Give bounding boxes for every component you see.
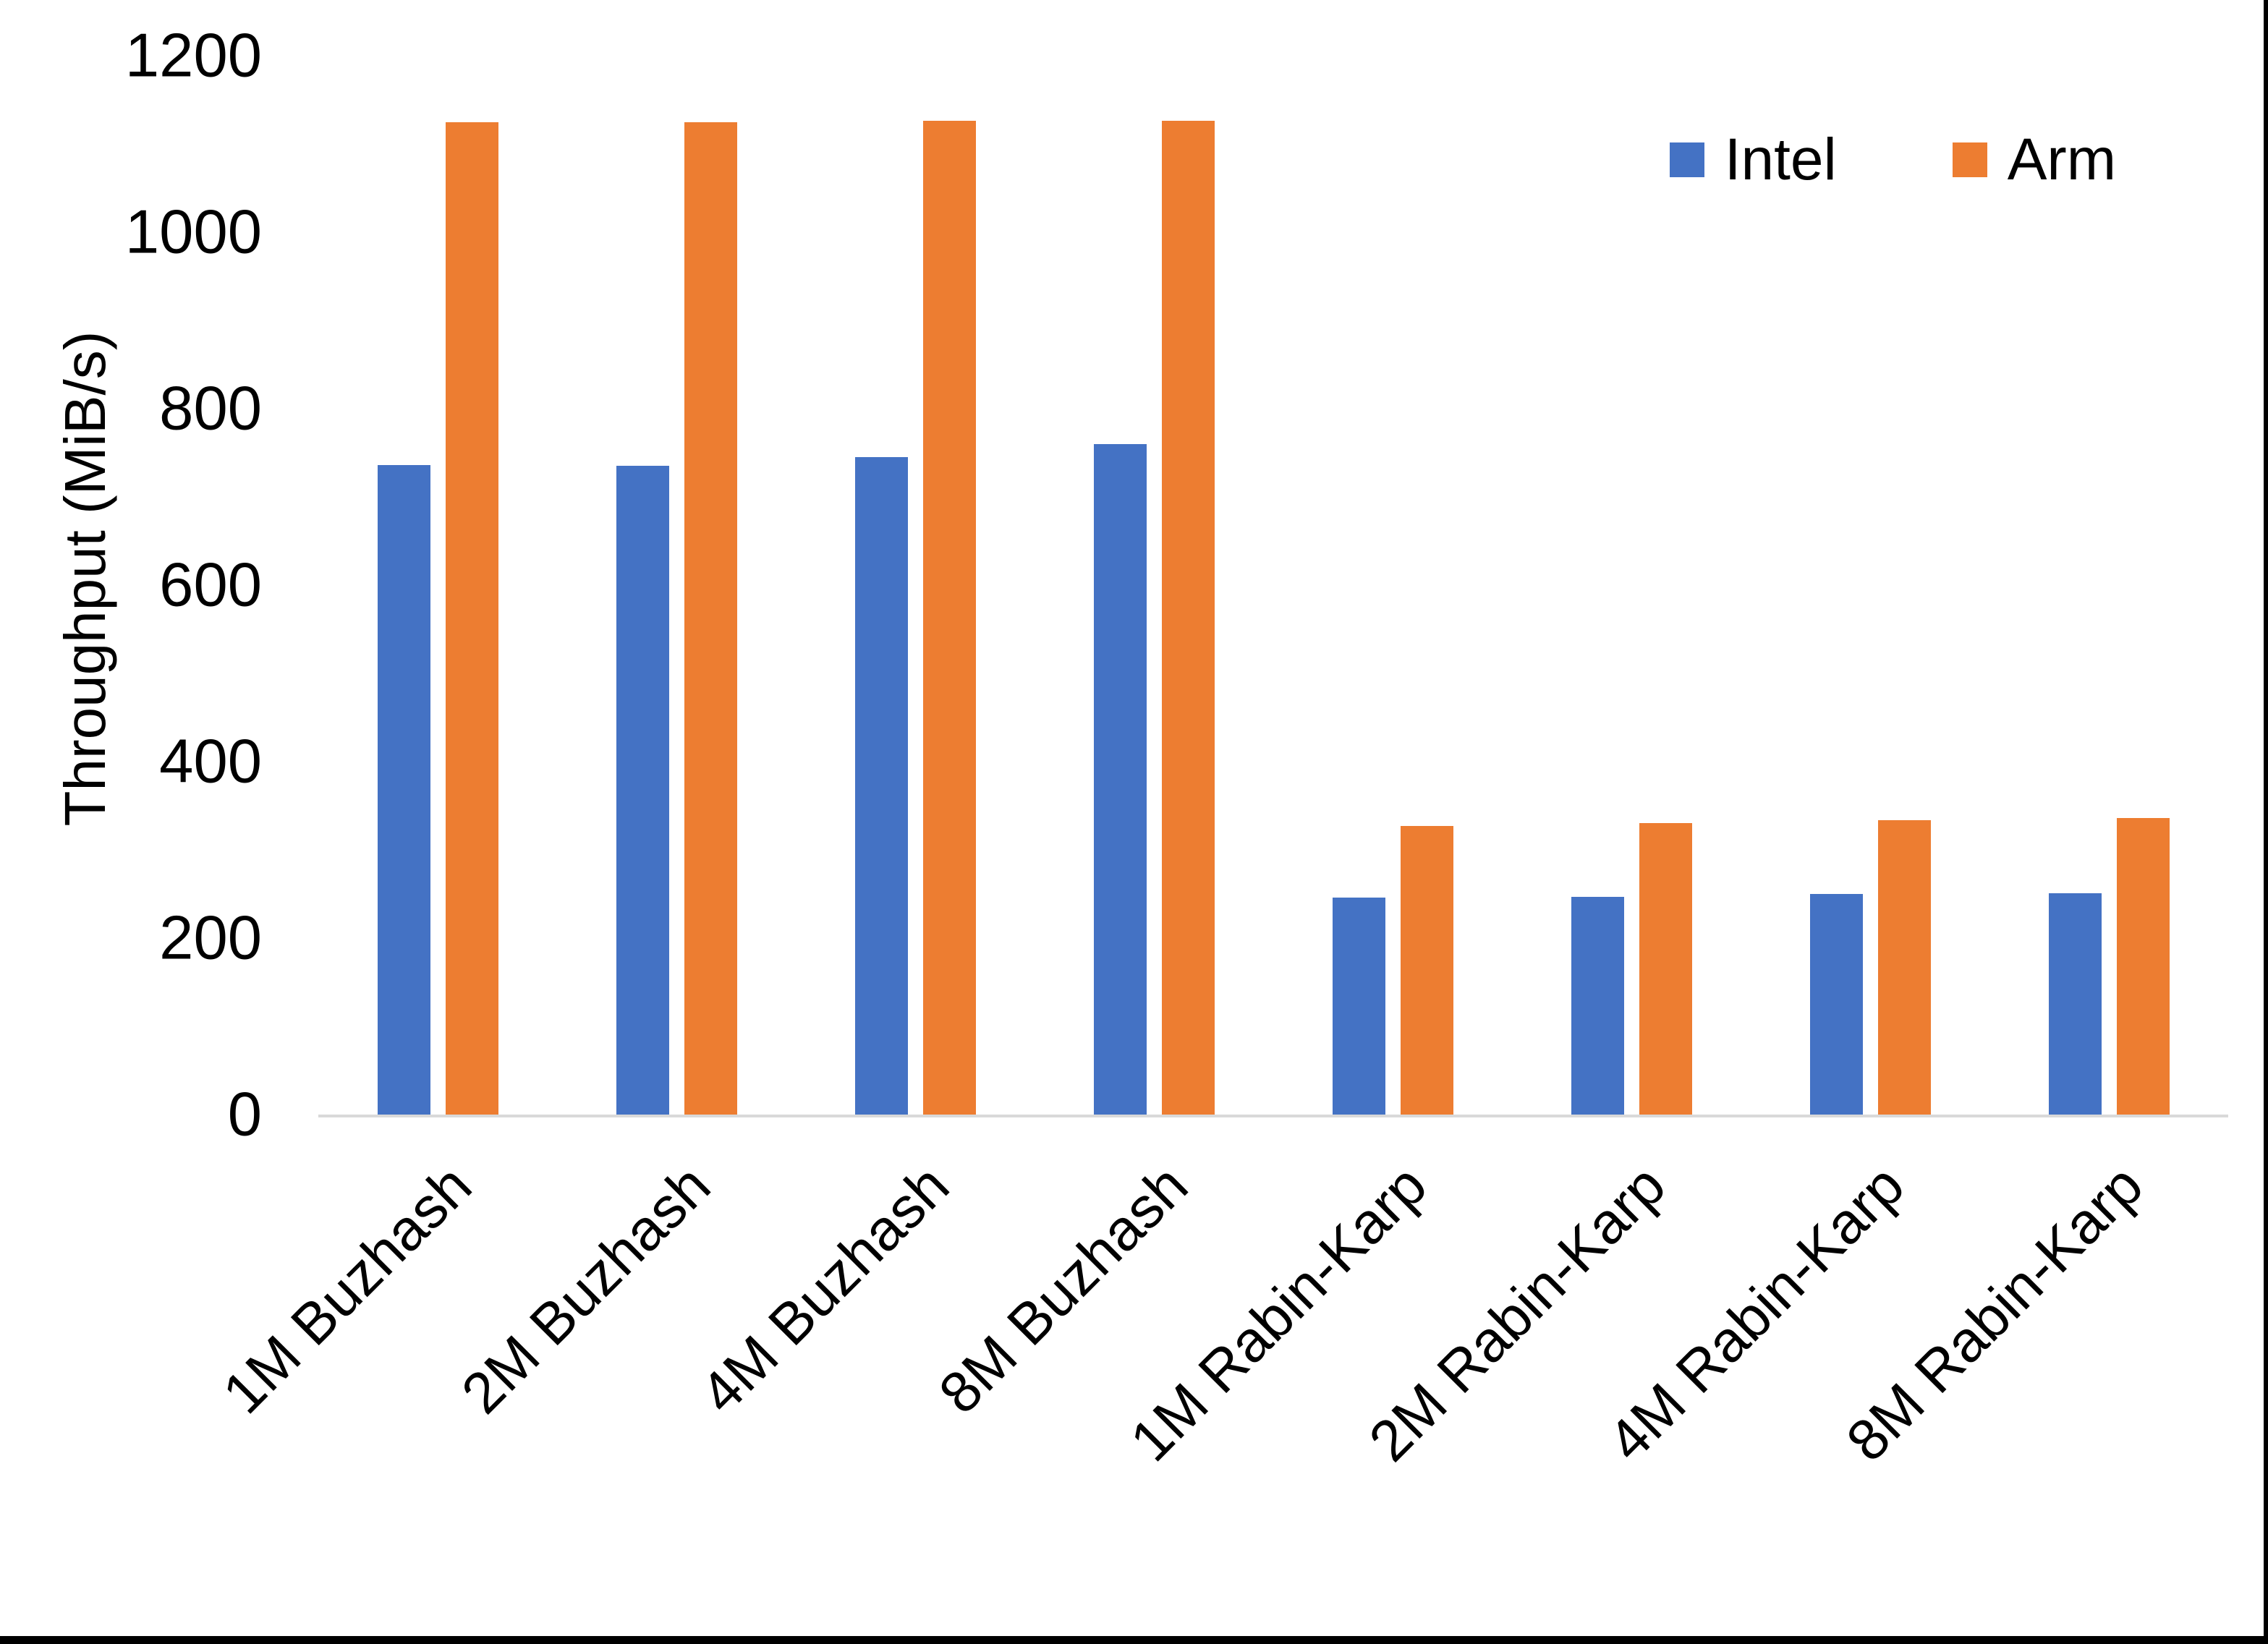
bar-group-8m-buzhash	[1035, 56, 1273, 1115]
bar-group-4m-rabin-karp	[1751, 56, 1989, 1115]
bar-group-2m-rabin-karp	[1512, 56, 1751, 1115]
bar-intel-4m-rabin-karp	[1809, 894, 1863, 1115]
plot-area	[318, 56, 2228, 1117]
bar-intel-4m-buzhash	[854, 457, 908, 1115]
bar-arm-4m-rabin-karp	[1877, 819, 1931, 1115]
y-axis-tick-label-1000: 1000	[124, 197, 262, 267]
bar-arm-8m-buzhash	[1161, 121, 1215, 1115]
bar-intel-1m-rabin-karp	[1332, 897, 1385, 1115]
bar-group-2m-buzhash	[557, 56, 796, 1115]
bar-group-4m-buzhash	[796, 56, 1035, 1115]
x-axis-label-1m-buzhash: 1M Buzhash	[211, 1152, 484, 1426]
bar-group-8m-rabin-karp	[1989, 56, 2228, 1115]
legend-label-intel: Intel	[1724, 127, 1837, 192]
legend-swatch-intel	[1669, 142, 1704, 177]
bar-group-1m-buzhash	[318, 56, 557, 1115]
bar-intel-8m-rabin-karp	[2048, 893, 2102, 1115]
y-axis-tick-label-400: 400	[159, 727, 262, 796]
y-axis-tick-label-1200: 1200	[124, 21, 262, 90]
bar-arm-1m-rabin-karp	[1400, 826, 1453, 1115]
screenshot-bottom-border	[0, 1636, 2268, 1644]
legend-item-arm: Arm	[1952, 127, 2116, 192]
bar-arm-1m-buzhash	[445, 122, 498, 1115]
bar-arm-2m-buzhash	[684, 122, 737, 1115]
bar-intel-2m-buzhash	[616, 466, 669, 1115]
bar-arm-4m-buzhash	[922, 121, 976, 1115]
y-axis-tick-label-600: 600	[159, 550, 262, 620]
screenshot-right-border	[2264, 0, 2268, 1644]
y-axis-tick-label-200: 200	[159, 903, 262, 973]
bar-intel-2m-rabin-karp	[1571, 896, 1624, 1115]
y-axis-tick-label-0: 0	[227, 1080, 262, 1149]
bar-intel-8m-buzhash	[1093, 443, 1147, 1115]
bar-arm-8m-rabin-karp	[2116, 818, 2170, 1115]
legend-item-intel: Intel	[1669, 127, 1837, 192]
bar-arm-2m-rabin-karp	[1639, 823, 1692, 1115]
legend: Intel Arm	[1669, 127, 2116, 192]
legend-swatch-arm	[1952, 142, 1987, 177]
bar-intel-1m-buzhash	[377, 465, 430, 1115]
y-axis-tick-label-800: 800	[159, 374, 262, 443]
bar-group-1m-rabin-karp	[1273, 56, 1512, 1115]
y-axis-tick-labels: 0 200 400 600 800 1000 1200	[0, 25, 262, 1146]
x-axis-label-cell-8m-rabin-karp: 8M Rabin-Karp	[1834, 1123, 2228, 1572]
x-axis-labels: 1M Buzhash 2M Buzhash 4M Buzhash 8M Buzhash…	[211, 1123, 2228, 1572]
legend-label-arm: Arm	[2007, 127, 2116, 192]
